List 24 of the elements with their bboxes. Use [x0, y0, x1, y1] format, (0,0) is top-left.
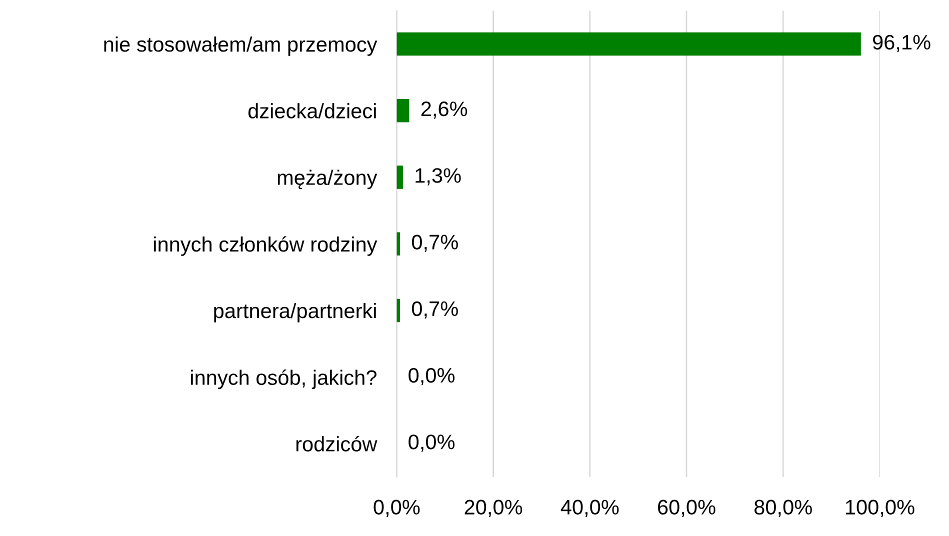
data-label: 2,6% — [421, 101, 468, 119]
bar — [396, 232, 400, 256]
x-tick-label: 0,0% — [374, 500, 420, 518]
data-label: 0,7% — [412, 301, 458, 319]
y-tick-label: nie stosowałem/am przemocy — [104, 36, 378, 56]
y-tick-label: męża/żony — [278, 170, 378, 190]
bar — [396, 98, 410, 122]
bar — [396, 166, 403, 189]
data-label: 0,7% — [412, 234, 458, 252]
data-label: 1,3% — [416, 168, 461, 186]
y-tick-label: innych członków rodziny — [154, 236, 378, 256]
x-tick-label: 60,0% — [658, 500, 716, 518]
data-label: 0,0% — [408, 368, 455, 386]
x-tick-label: 100,0% — [846, 500, 914, 518]
y-tick-label: dziecka/dzieci — [248, 103, 376, 118]
data-label: 0,0% — [408, 434, 455, 452]
x-tick-label: 40,0% — [560, 500, 619, 518]
y-tick-label: rodziców — [296, 436, 378, 452]
y-tick-label: partnera/partnerki — [214, 302, 376, 322]
x-tick-label: 80,0% — [754, 500, 812, 518]
y-tick-label: innych osób, jakich? — [191, 369, 376, 390]
x-tick-label: 20,0% — [464, 500, 522, 518]
data-label: 96,1% — [872, 34, 930, 52]
bar — [396, 32, 861, 56]
